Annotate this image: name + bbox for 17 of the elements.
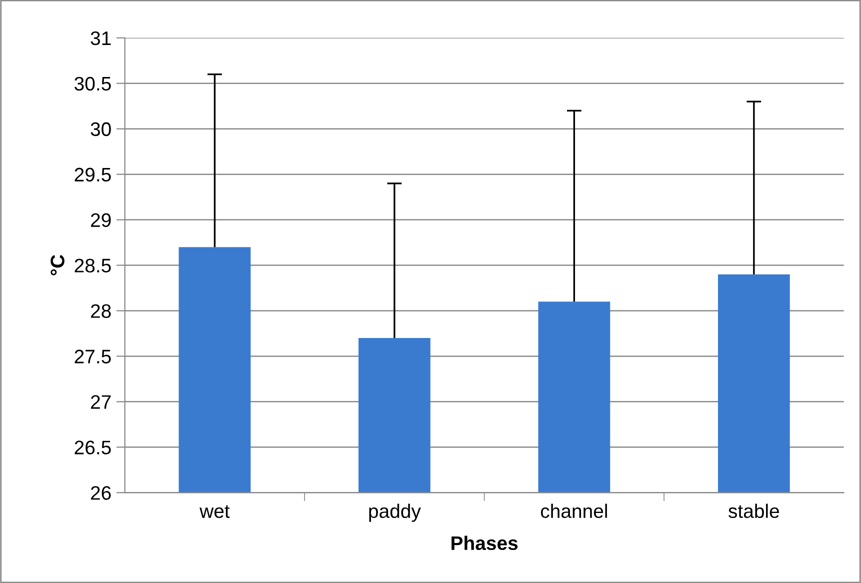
y-tick-label: 30.5 — [74, 76, 111, 91]
y-tick-label: 30 — [90, 122, 111, 136]
y-tick-label: 31 — [90, 31, 111, 46]
y-tick-label: 29.5 — [74, 168, 111, 182]
y-axis-title: °C — [50, 254, 64, 276]
x-tick-label: channel — [540, 504, 607, 518]
y-tick-label: 28.5 — [74, 258, 111, 272]
x-axis-title: Phases — [452, 536, 518, 550]
y-tick-label: 26.5 — [74, 440, 111, 454]
y-tick-label: 28 — [91, 304, 111, 318]
x-tick-label: wet — [200, 505, 230, 518]
y-tick-label: 27 — [91, 395, 111, 409]
y-tick-label: 29 — [91, 213, 111, 228]
x-tick-label: paddy — [369, 504, 421, 522]
x-tick-label: stable — [728, 504, 779, 518]
y-tick-label: 27.5 — [74, 350, 111, 364]
y-tick-label: 26 — [91, 486, 111, 500]
